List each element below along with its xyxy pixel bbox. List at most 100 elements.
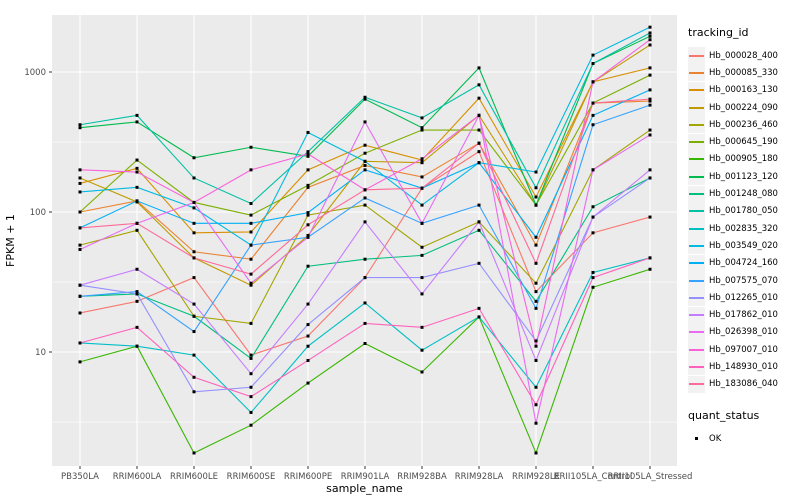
data-point	[477, 306, 481, 310]
data-point	[591, 276, 595, 280]
data-point	[420, 292, 424, 296]
legend-item-Hb_007575_070: Hb_007575_070	[688, 272, 800, 289]
data-point	[591, 101, 595, 105]
data-point	[306, 233, 310, 237]
legend-key-swatch	[688, 358, 705, 376]
legend-key-swatch	[688, 168, 705, 186]
x-tick-label: RRIM928BA	[397, 472, 447, 482]
data-point	[306, 264, 310, 268]
data-point	[648, 73, 652, 77]
legend-color-line	[689, 89, 704, 92]
data-point	[534, 403, 538, 407]
legend-item-Hb_000905_180: Hb_000905_180	[688, 150, 800, 168]
data-point	[192, 451, 196, 455]
data-point	[78, 341, 82, 345]
legend-item-label: Hb_000236_460	[709, 119, 778, 130]
legend-key-swatch	[688, 150, 705, 168]
data-point	[420, 175, 424, 179]
data-point	[135, 325, 139, 329]
data-point	[591, 80, 595, 84]
data-point	[192, 256, 196, 260]
data-point	[420, 348, 424, 352]
data-point	[306, 223, 310, 227]
data-point	[648, 25, 652, 29]
data-point	[591, 270, 595, 274]
legend-key-swatch	[688, 289, 705, 307]
legend-item-Hb_000163_130: Hb_000163_130	[688, 81, 800, 99]
data-point	[477, 150, 481, 154]
data-point	[477, 141, 481, 145]
legend-item-Hb_026398_010: Hb_026398_010	[688, 323, 800, 341]
legend-item-list: Hb_000028_400 Hb_000085_330 Hb_000163_130 H…	[688, 47, 800, 393]
data-point	[648, 103, 652, 107]
data-point	[477, 203, 481, 207]
data-point	[306, 130, 310, 134]
legend-color-line	[689, 348, 704, 351]
data-point	[192, 390, 196, 394]
data-point	[363, 188, 367, 192]
legend-key-swatch	[688, 272, 705, 289]
data-point	[249, 168, 253, 172]
data-point	[135, 158, 139, 162]
data-point	[363, 321, 367, 325]
legend-item-Hb_097007_010: Hb_097007_010	[688, 341, 800, 359]
data-point	[363, 159, 367, 163]
data-point	[534, 299, 538, 303]
data-point	[363, 95, 367, 99]
data-point	[591, 62, 595, 66]
quant-status-item: OK	[688, 430, 800, 447]
data-point	[306, 211, 310, 215]
data-point	[648, 88, 652, 92]
x-tick-label: RRIM600PE	[284, 472, 332, 482]
data-point	[363, 220, 367, 224]
data-point	[534, 186, 538, 190]
legend-item-label: Hb_148930_010	[709, 361, 778, 372]
data-point	[477, 66, 481, 70]
data-point	[306, 302, 310, 306]
data-point	[249, 423, 253, 427]
data-point	[534, 195, 538, 199]
data-point	[648, 31, 652, 35]
x-tick-label: RRIM928LE	[512, 472, 560, 482]
legend-title-tracking-id: tracking_id	[688, 26, 749, 39]
y-tick-label: 100	[30, 208, 46, 218]
legend-color-line	[689, 71, 704, 74]
data-point	[192, 314, 196, 318]
x-tick-label: RRIM600LE	[170, 472, 218, 482]
data-point	[420, 276, 424, 280]
data-point	[306, 358, 310, 362]
data-point	[306, 168, 310, 172]
data-point	[477, 83, 481, 87]
data-point	[78, 181, 82, 185]
legend-item-label: Hb_026398_010	[709, 327, 778, 338]
data-point	[306, 344, 310, 348]
data-point	[363, 276, 367, 280]
y-tick-label: 1000	[24, 68, 46, 78]
data-point	[648, 176, 652, 180]
legend-color-line	[689, 227, 704, 230]
legend-item-label: Hb_000905_180	[709, 154, 778, 165]
legend-key-swatch	[688, 254, 705, 272]
x-tick-label: RRIM901LA	[341, 472, 390, 482]
legend-key-swatch	[688, 116, 705, 134]
data-point	[363, 196, 367, 200]
legend-key-swatch	[688, 306, 705, 324]
data-point	[306, 150, 310, 154]
data-point	[135, 170, 139, 174]
data-point	[249, 257, 253, 261]
data-point	[192, 353, 196, 357]
legend-key-swatch	[688, 341, 705, 359]
data-point	[420, 253, 424, 257]
data-point	[648, 66, 652, 70]
legend-key-swatch	[688, 133, 705, 151]
data-point	[648, 99, 652, 103]
data-point	[249, 221, 253, 225]
data-point	[306, 154, 310, 158]
legend-item-label: Hb_000163_130	[709, 85, 778, 96]
data-point	[78, 360, 82, 364]
legend-item-label: Hb_000085_330	[709, 67, 778, 78]
data-point	[135, 299, 139, 303]
data-point	[249, 395, 253, 399]
data-point	[591, 215, 595, 219]
